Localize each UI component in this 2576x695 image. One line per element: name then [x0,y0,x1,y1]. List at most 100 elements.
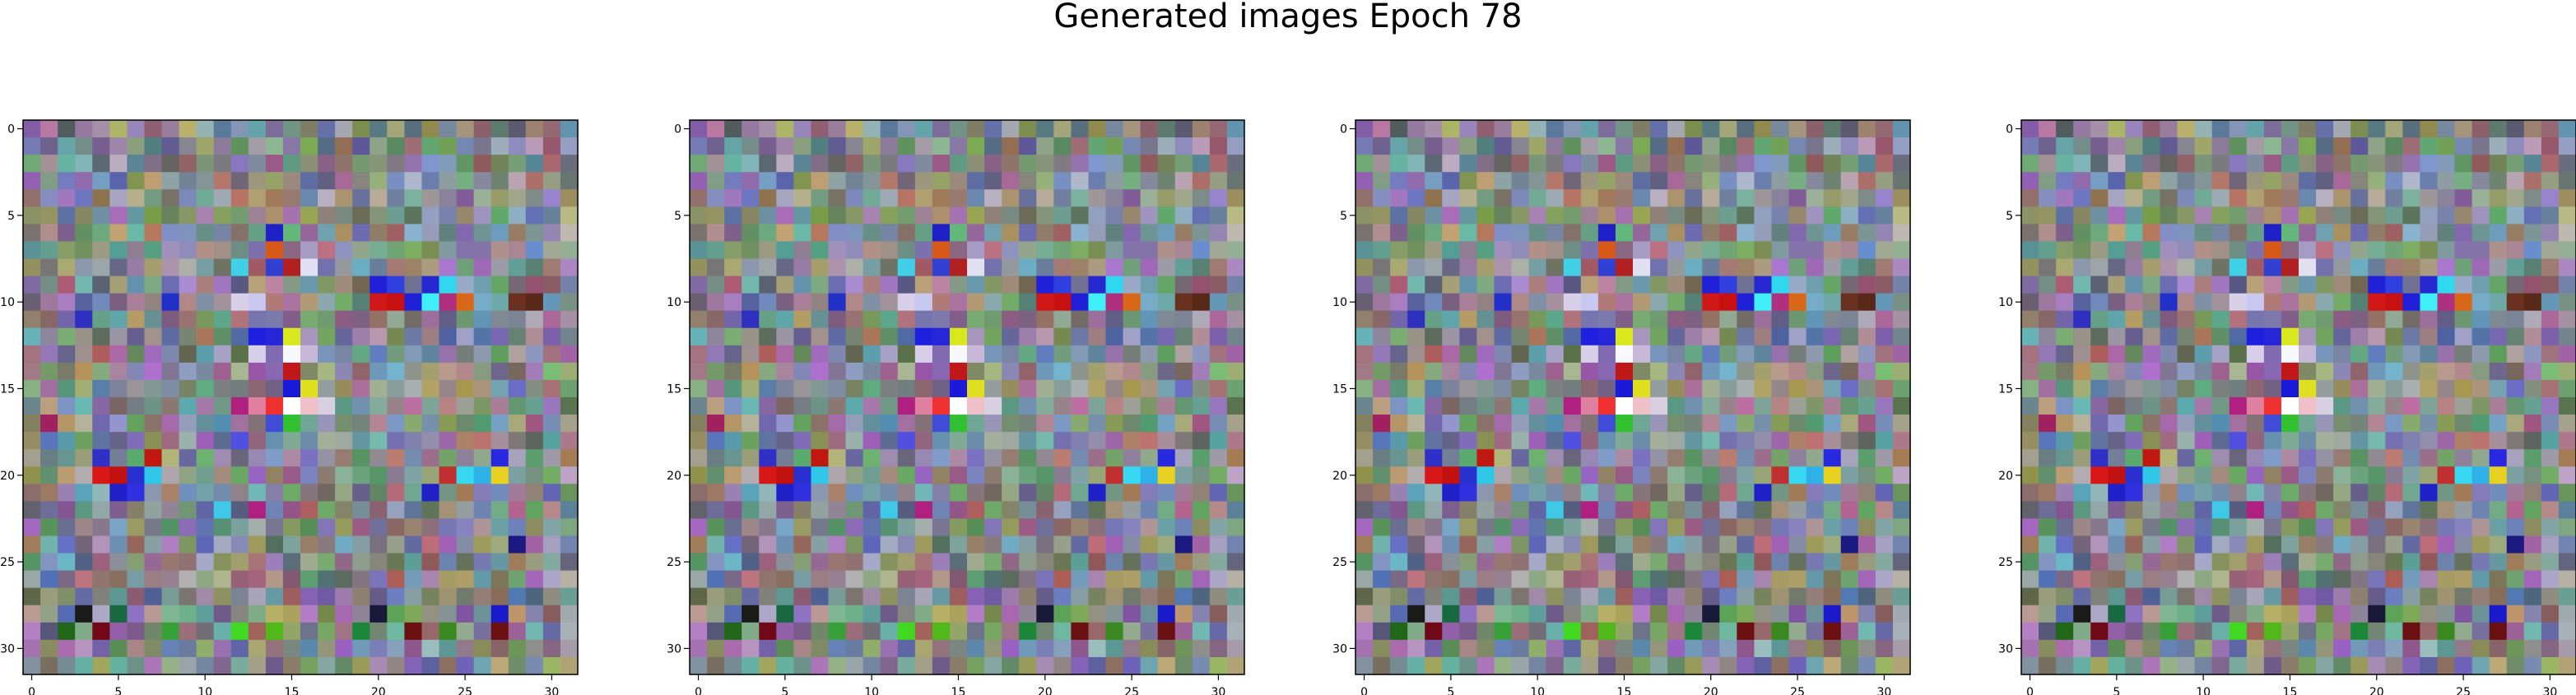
image-pixel [724,137,742,155]
image-pixel [2039,484,2057,502]
image-pixel [404,120,423,138]
image-pixel [2454,206,2473,225]
image-pixel [1425,258,1443,277]
image-pixel [2471,570,2490,589]
image-pixel [1105,639,1124,658]
image-pixel [1036,622,1054,641]
image-pixel [335,327,353,346]
image-pixel [724,553,742,572]
image-pixel [1192,345,1211,364]
image-pixel [456,276,475,294]
image-pixel [491,501,509,520]
image-pixel [508,258,527,277]
image-pixel [1650,189,1668,207]
image-pixel [1702,639,1720,658]
image-pixel [473,639,492,658]
image-pixel [1528,605,1547,623]
image-pixel [1157,345,1176,364]
image-pixel [2281,120,2299,138]
image-pixel [949,639,968,658]
image-pixel [984,466,1002,484]
x-tick-label: 0 [2026,686,2034,695]
image-pixel [282,432,301,450]
image-pixel [1685,241,1703,260]
image-pixel [1737,258,1755,277]
image-pixel [724,327,742,346]
image-pixel [40,415,58,433]
image-pixel [1615,535,1634,554]
image-pixel [1858,639,1876,658]
image-pixel [2368,224,2386,243]
image-pixel [1823,570,1842,589]
image-pixel [2142,535,2161,554]
image-pixel [2558,518,2576,537]
image-pixel [1580,605,1599,623]
image-pixel [2471,206,2490,225]
image-pixel [828,449,847,467]
image-pixel [75,622,93,641]
image-pixel [1788,379,1807,398]
image-pixel [863,379,881,398]
image-pixel [1390,432,1408,450]
image-pixel [1563,241,1582,260]
image-pixel [58,310,76,329]
image-pixel [1157,501,1176,520]
image-pixel [759,415,777,433]
image-pixel [690,155,708,173]
image-pixel [230,466,249,484]
image-pixel [690,206,708,225]
image-pixel [196,345,215,364]
image-pixel [23,258,41,277]
image-pixel [984,484,1002,502]
image-pixel [1373,605,1391,623]
image-pixel [863,639,881,658]
image-pixel [759,327,777,346]
image-pixel [2506,518,2525,537]
image-pixel [40,605,58,623]
image-pixel [40,484,58,502]
image-pixel [1390,120,1408,138]
image-pixel [1754,605,1773,623]
image-pixel [1823,345,1842,364]
image-pixel [1355,155,1374,173]
image-pixel [421,415,440,433]
image-pixel [1226,449,1245,467]
image-pixel [707,397,725,415]
image-pixel [1157,310,1176,329]
image-pixel [690,518,708,537]
image-pixel [1597,449,1616,467]
image-pixel [404,449,423,467]
image-pixel [845,432,864,450]
image-pixel [1140,587,1159,606]
image-pixel [811,345,830,364]
image-pixel [1823,449,1842,467]
image-pixel [1476,345,1495,364]
image-pixel [1123,466,1142,484]
image-pixel [1390,518,1408,537]
image-pixel [179,397,198,415]
image-pixel [707,327,725,346]
image-pixel [265,605,284,623]
image-pixel [2073,224,2091,243]
image-pixel [1892,535,1911,554]
image-pixel [2229,605,2248,623]
image-pixel [759,518,777,537]
image-pixel [161,379,180,398]
image-pixel [724,172,742,190]
image-pixel [1563,397,1582,415]
image-pixel [1858,276,1876,294]
image-pixel [1754,276,1773,294]
image-pixel [2056,362,2074,381]
image-pixel [439,656,458,675]
image-pixel [23,570,41,589]
image-pixel [1650,258,1668,277]
image-pixel [2437,293,2456,312]
image-pixel [2558,310,2576,329]
image-pixel [1615,587,1634,606]
image-pixel [473,137,492,155]
image-pixel [421,639,440,658]
image-pixel [230,518,249,537]
image-pixel [2108,484,2126,502]
image-pixel [932,258,951,277]
image-pixel [1771,258,1790,277]
